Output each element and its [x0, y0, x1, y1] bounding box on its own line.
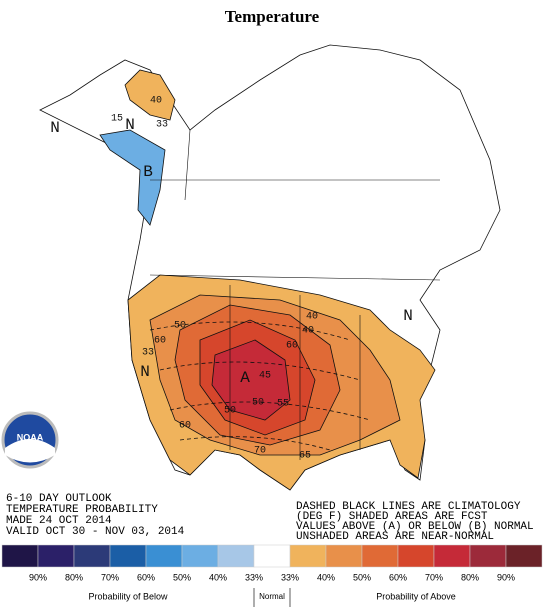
map-label: 70 [254, 446, 266, 457]
map [39, 44, 501, 491]
logo-text: NOAA [17, 432, 44, 442]
legend-swatch [505, 544, 543, 568]
map-label: 15 [111, 114, 123, 125]
map-label: N [403, 307, 413, 325]
notes-text: DASHED BLACK LINES ARE CLIMATOLOGY(DEG F… [296, 501, 534, 543]
legend-swatch [217, 544, 255, 568]
map-label: N [125, 116, 135, 134]
legend-swatch [433, 544, 471, 568]
legend-label: 40% [317, 572, 335, 582]
legend-label: 80% [65, 572, 83, 582]
legend-swatch [109, 544, 147, 568]
map-label: 60 [286, 341, 298, 352]
legend-label: 33% [281, 572, 299, 582]
map-label: 60 [179, 421, 191, 432]
alaska-above [124, 69, 176, 121]
legend-label: 60% [137, 572, 155, 582]
map-label: 55 [277, 399, 289, 410]
note-line: DASHED BLACK LINES ARE CLIMATOLOGY [296, 501, 521, 513]
legend-label: 80% [461, 572, 479, 582]
legend-swatch [181, 544, 219, 568]
legend-label: 90% [497, 572, 515, 582]
map-label: 45 [259, 371, 271, 382]
legend-label: 33% [245, 572, 263, 582]
map-label: 50 [252, 398, 264, 409]
alaska-below [99, 129, 166, 226]
map-label: 50 [224, 406, 236, 417]
legend-label: 70% [101, 572, 119, 582]
legend-label: 90% [29, 572, 47, 582]
map-label: N [140, 363, 150, 381]
legend-label: 50% [173, 572, 191, 582]
legend-label: 50% [353, 572, 371, 582]
map-label: 40 [302, 326, 314, 337]
legend-label: 70% [425, 572, 443, 582]
legend-swatch [253, 544, 291, 568]
legend-swatch [397, 544, 435, 568]
map-label: 40 [150, 96, 162, 107]
map-label: 50 [174, 321, 186, 332]
outlook-line: TEMPERATURE PROBABILITY [6, 504, 158, 516]
legend-swatch [73, 544, 111, 568]
climatology-lines [149, 321, 371, 451]
borders [149, 129, 441, 460]
legend: 90% 80% 70% 60% 50% 40% 33% 33% 40% 50% 60% 70% 80% 9… [1, 544, 543, 607]
legend-caption: Probability of Below [88, 591, 168, 601]
legend-swatch [325, 544, 363, 568]
legend-label: 40% [209, 572, 227, 582]
map-label: 40 [306, 312, 318, 323]
map-label: B [143, 163, 153, 181]
legend-swatch [361, 544, 399, 568]
above-80 [211, 339, 291, 421]
map-label: 33 [142, 348, 154, 359]
map-label: A [240, 369, 250, 387]
outlook-line: VALID OCT 30 - NOV 03, 2014 [6, 526, 185, 538]
legend-swatch [145, 544, 183, 568]
map-label: 60 [154, 336, 166, 347]
map-label: 33 [156, 120, 168, 131]
map-label: 65 [299, 451, 311, 462]
noaa-logo: NOAA [1, 411, 59, 469]
outlook-line: MADE 24 OCT 2014 [6, 515, 112, 527]
note-line: UNSHADED AREAS ARE NEAR-NORMAL [296, 531, 494, 543]
legend-swatch [1, 544, 39, 568]
legend-caption: Probability of Above [376, 591, 456, 601]
note-line: (DEG F) SHADED AREAS ARE FCST [296, 511, 488, 523]
legend-swatch [37, 544, 75, 568]
legend-caption: Normal [259, 592, 285, 601]
map-label: N [50, 119, 60, 137]
note-line: VALUES ABOVE (A) OR BELOW (B) NORMAL [296, 521, 534, 533]
outlook-line: 6-10 DAY OUTLOOK [6, 493, 112, 505]
legend-label: 60% [389, 572, 407, 582]
legend-swatch [289, 544, 327, 568]
title: Temperature [225, 7, 320, 26]
legend-swatch [469, 544, 507, 568]
